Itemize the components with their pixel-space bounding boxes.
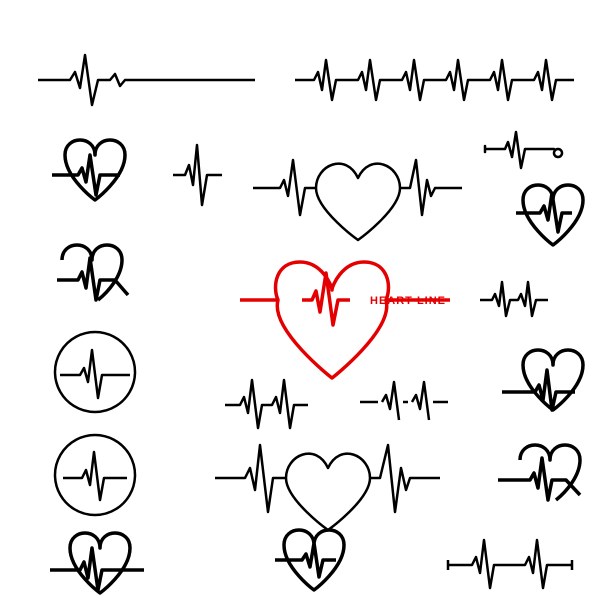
heart-ecg-2-icon (516, 185, 583, 245)
heart-line-label: HEART LINE (370, 295, 446, 307)
heart-ecg-1-icon (52, 140, 125, 200)
ecg-broken-icon (360, 382, 448, 420)
ecg-bars-icon (448, 540, 572, 588)
ecg-heart-center-icon (253, 160, 462, 240)
heart-red-icon (240, 262, 450, 378)
ecg-end-dot-icon (485, 132, 562, 168)
heart-ecg-check-icon (57, 245, 128, 300)
heart-ecg-check2-icon (498, 445, 580, 500)
circle-ecg-2-icon (55, 435, 135, 515)
heart-ecg-line-icon (502, 350, 583, 410)
heart-ecg-bl-icon (50, 533, 144, 593)
ecg-small-1-icon (173, 145, 222, 205)
circle-ecg-1-icon (55, 332, 135, 412)
ecg-long-2-icon (295, 60, 574, 100)
heart-ecg-bc-icon (275, 530, 344, 590)
ecg-long-1-icon (38, 55, 255, 105)
ecg-small-3-icon (225, 380, 308, 428)
ecg-small-2-icon (480, 282, 548, 316)
ecg-heart-bottom-icon (215, 445, 440, 530)
